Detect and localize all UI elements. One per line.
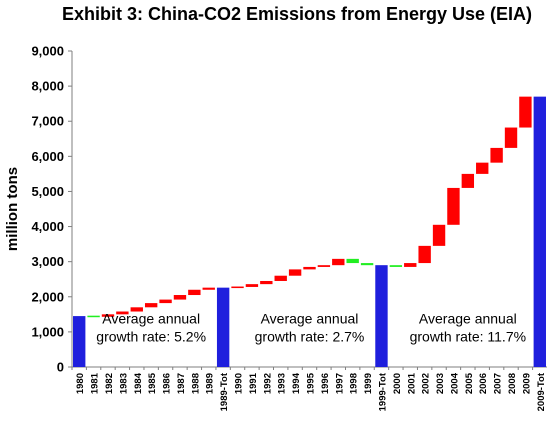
x-tick-label: 2006: [478, 373, 489, 394]
increase-bar: [245, 284, 259, 287]
x-tick-label: 1999: [363, 373, 374, 394]
x-tick-label: 1994: [291, 372, 302, 394]
x-tick-label: 1996: [320, 373, 331, 394]
x-tick-label: 1987: [176, 373, 187, 394]
increase-bar: [432, 224, 446, 246]
growth-annotation-line2: growth rate: 11.7%: [410, 329, 526, 345]
x-tick-label: 1985: [147, 372, 158, 394]
increase-bar: [188, 289, 201, 296]
growth-annotation-line1: Average annual: [261, 311, 359, 327]
increase-bar: [317, 265, 331, 267]
y-tick-label: 6,000: [31, 149, 64, 164]
increase-bar: [116, 311, 129, 315]
x-tick-label: 1998: [349, 373, 360, 394]
total-bar: [216, 287, 230, 367]
increase-bar: [202, 287, 215, 290]
x-tick-label: 2007: [493, 373, 504, 394]
x-tick-label: 1984: [133, 372, 144, 394]
y-tick-label: 9,000: [31, 44, 64, 59]
x-tick-label: 1995: [306, 372, 317, 394]
growth-annotation-line2: growth rate: 5.2%: [96, 329, 206, 345]
y-tick-label: 3,000: [31, 254, 64, 269]
y-tick-label: 5,000: [31, 184, 64, 199]
x-tick-label: 1993: [277, 373, 288, 394]
increase-bar: [130, 307, 143, 312]
x-tick-label: 2000: [392, 373, 403, 394]
x-tick-label: 2001: [406, 372, 417, 394]
growth-annotation-line1: Average annual: [102, 311, 200, 327]
x-tick-label: 2002: [421, 373, 432, 394]
chart-title: Exhibit 3: China-CO2 Emissions from Ener…: [61, 4, 533, 24]
decrease-bar: [87, 315, 100, 318]
increase-bar: [173, 295, 187, 300]
x-tick-label: 1997: [334, 373, 345, 394]
x-tick-label: 1989: [205, 373, 216, 394]
total-bar: [533, 96, 546, 367]
x-tick-label: 1982: [104, 373, 115, 394]
increase-bar: [260, 280, 273, 285]
x-tick-label: 2005: [464, 372, 475, 394]
x-tick-label: 2009-Tot: [536, 372, 547, 411]
increase-bar: [461, 173, 475, 188]
x-tick-label: 1988: [190, 373, 201, 394]
x-tick-label: 1992: [262, 373, 273, 394]
increase-bar: [159, 299, 172, 304]
x-tick-label: 1989-Tot: [219, 372, 230, 411]
x-tick-label: 1991: [248, 372, 259, 394]
x-tick-label: 1980: [75, 373, 86, 394]
x-tick-label: 2008: [507, 373, 518, 394]
x-tick-label: 1981: [90, 372, 101, 394]
growth-annotation-line2: growth rate: 2.7%: [255, 329, 365, 345]
y-tick-label: 2,000: [31, 289, 64, 304]
increase-bar: [447, 187, 460, 225]
increase-bar: [404, 263, 417, 267]
x-tick-label: 1983: [118, 373, 129, 394]
increase-bar: [101, 314, 115, 317]
decrease-bar: [360, 263, 374, 266]
increase-bar: [476, 162, 489, 174]
x-tick-label: 1999-Tot: [377, 372, 388, 411]
decrease-bar: [346, 258, 359, 264]
x-tick-label: 1990: [234, 373, 245, 394]
increase-bar: [274, 275, 287, 281]
increase-bar: [519, 96, 532, 128]
x-tick-label: 1986: [162, 373, 173, 394]
y-axis-title: million tons: [4, 167, 21, 251]
increase-bar: [288, 269, 302, 276]
x-tick-label: 2003: [435, 373, 446, 394]
y-tick-label: 8,000: [31, 79, 64, 94]
increase-bar: [332, 258, 345, 266]
increase-bar: [418, 245, 431, 264]
y-tick-label: 0: [57, 360, 64, 375]
y-tick-label: 4,000: [31, 219, 64, 234]
increase-bar: [144, 303, 158, 308]
increase-bar: [490, 147, 503, 163]
x-tick-label: 2009: [521, 373, 532, 394]
total-bar: [375, 265, 388, 367]
x-tick-label: 2004: [449, 372, 460, 394]
y-tick-label: 7,000: [31, 114, 64, 129]
growth-annotation-line1: Average annual: [419, 311, 517, 327]
increase-bar: [303, 266, 316, 270]
decrease-bar: [389, 265, 403, 267]
increase-bar: [231, 286, 244, 289]
total-bar: [73, 316, 86, 367]
y-tick-label: 1,000: [31, 324, 64, 339]
increase-bar: [504, 127, 518, 148]
